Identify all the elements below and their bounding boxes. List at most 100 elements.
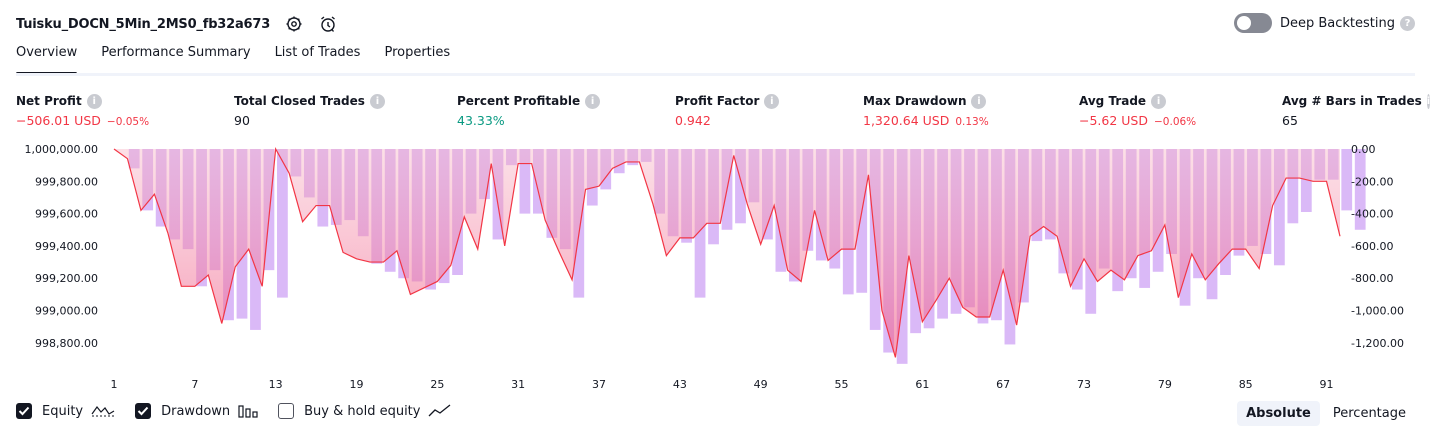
x-tick-label: 19 [350,378,364,391]
equity-series-line [113,147,1341,358]
legend-equity[interactable]: Equity [16,403,115,419]
drawdown-checkbox[interactable] [135,403,152,419]
deep-backtesting: Deep Backtesting ? [1233,13,1415,33]
metric-label: Avg # Bars in Trades [1282,94,1422,108]
legend-label: Buy & hold equity [304,403,421,419]
equity-area [114,149,1340,358]
x-tick-label: 13 [269,378,283,391]
legend-buy-hold-equity[interactable]: Buy & hold equity [278,403,452,419]
tab-divider [16,73,1415,76]
y-right-tick-label: -400.00 [1351,208,1393,221]
mode-percentage-button[interactable]: Percentage [1332,406,1406,421]
question-icon[interactable]: i [585,93,601,109]
x-tick-label: 1 [111,378,118,391]
y-left-tick-label: 1,000,000.00 [25,143,98,156]
metric-percent-profitable: Percent Profitable i 43.33% [457,93,601,128]
metric-percent: −0.05% [106,116,150,128]
legend-label: Equity [42,403,84,419]
x-tick-label: 61 [915,378,929,391]
gear-icon[interactable] [284,14,304,34]
y-right-tick-label: 0.00 [1351,143,1376,156]
equity-line [113,147,1341,358]
x-tick-label: 73 [1077,378,1091,391]
y-right-tick-label: -1,200.00 [1351,337,1404,350]
tab-overview[interactable]: Overview [16,45,78,75]
y-left-tick-label: 999,200.00 [35,272,98,285]
metric-label: Total Closed Trades [234,94,365,108]
tab-properties[interactable]: Properties [384,45,451,60]
metric-value: −506.01 USD [16,113,101,128]
chart-legend: Equity Drawdown Buy & hold equity [16,403,472,419]
y-left-tick-label: 999,000.00 [35,305,98,318]
x-tick-label: 31 [511,378,525,391]
tab-bar: Overview Performance Summary List of Tra… [16,45,474,75]
metric-net-profit: Net Profit i −506.01 USD −0.05% [16,93,149,128]
drawdown-bar [519,149,531,214]
drawdown-bar [735,149,746,224]
buy-hold-line-icon [428,404,452,418]
metric-label: Percent Profitable [457,94,581,108]
metric-avg-bars-in-trades: Avg # Bars in Trades i 65 [1282,93,1431,128]
metric-value: 1,320.64 USD [863,113,950,128]
drawdown-bars-icon [238,404,258,418]
question-icon[interactable]: i [1426,93,1431,109]
equity-area-fill [114,149,1340,358]
y-left-tick-label: 998,800.00 [35,337,98,350]
metric-label: Max Drawdown [863,94,967,108]
x-tick-label: 79 [1158,378,1172,391]
legend-drawdown[interactable]: Drawdown [135,403,258,419]
metrics-row: Net Profit i −506.01 USD −0.05% Total Clos… [16,93,1431,133]
x-tick-label: 91 [1320,378,1334,391]
question-icon[interactable]: i [1151,93,1167,109]
alarm-clock-icon[interactable] [318,14,338,34]
y-left-tick-label: 999,400.00 [35,240,98,253]
drawdown-bar [856,149,868,293]
drawdown-bar [1287,149,1299,224]
chart-axes: 1,000,000.00 999,800.00 999,600.00 999,400.… [25,143,1404,391]
tab-list-of-trades[interactable]: List of Trades [274,45,361,60]
buy-hold-checkbox[interactable] [278,403,295,419]
deep-backtesting-toggle[interactable] [1233,13,1272,33]
equity-checkbox[interactable] [16,403,32,419]
x-tick-label: 37 [592,378,606,391]
equity-chart-svg: 1,000,000.00 999,800.00 999,600.00 999,400.… [25,143,1404,391]
question-icon[interactable]: i [971,93,987,109]
tab-performance-summary[interactable]: Performance Summary [101,45,251,60]
y-left-tick-label: 999,800.00 [35,175,98,188]
toggle-knob [1236,16,1251,30]
question-icon[interactable]: i [764,93,780,109]
x-tick-label: 43 [673,378,687,391]
y-right-tick-label: -600.00 [1351,240,1393,253]
deep-backtesting-label: Deep Backtesting [1279,15,1395,31]
metric-value: 90 [234,113,250,128]
y-right-tick-label: -200.00 [1351,175,1393,188]
question-icon[interactable]: i [86,93,102,109]
metric-percent: 0.13% [955,116,989,128]
x-tick-label: 49 [754,378,768,391]
question-icon[interactable]: ? [1400,15,1415,31]
equity-line-icon [91,404,115,418]
equity-chart[interactable]: 1,000,000.00 999,800.00 999,600.00 999,400.… [0,140,1431,399]
scale-mode-switch: Absolute Percentage [1233,401,1415,426]
question-icon[interactable]: i [369,93,385,109]
drawdown-bar [1341,149,1353,211]
metric-value: 0.942 [675,113,711,128]
drawdown-bar [1354,149,1366,230]
drawdown-bar [1300,149,1312,212]
metric-total-closed-trades: Total Closed Trades i 90 [234,93,385,128]
y-right-tick-label: -800.00 [1351,272,1393,285]
mode-absolute-button[interactable]: Absolute [1237,401,1320,426]
metric-label: Avg Trade [1079,94,1147,108]
drawdown-bar [1273,149,1285,266]
y-left-tick-label: 999,600.00 [35,208,98,221]
x-tick-label: 67 [996,378,1010,391]
metric-label: Net Profit [16,94,82,108]
legend-label: Drawdown [161,403,231,419]
metric-avg-trade: Avg Trade i −5.62 USD −0.06% [1079,93,1196,128]
metric-label: Profit Factor [675,94,760,108]
x-tick-label: 7 [191,378,198,391]
metric-value: 65 [1282,113,1298,128]
metric-max-drawdown: Max Drawdown i 1,320.64 USD 0.13% [863,93,989,128]
metric-value: 43.33% [457,113,505,128]
x-tick-label: 85 [1239,378,1253,391]
